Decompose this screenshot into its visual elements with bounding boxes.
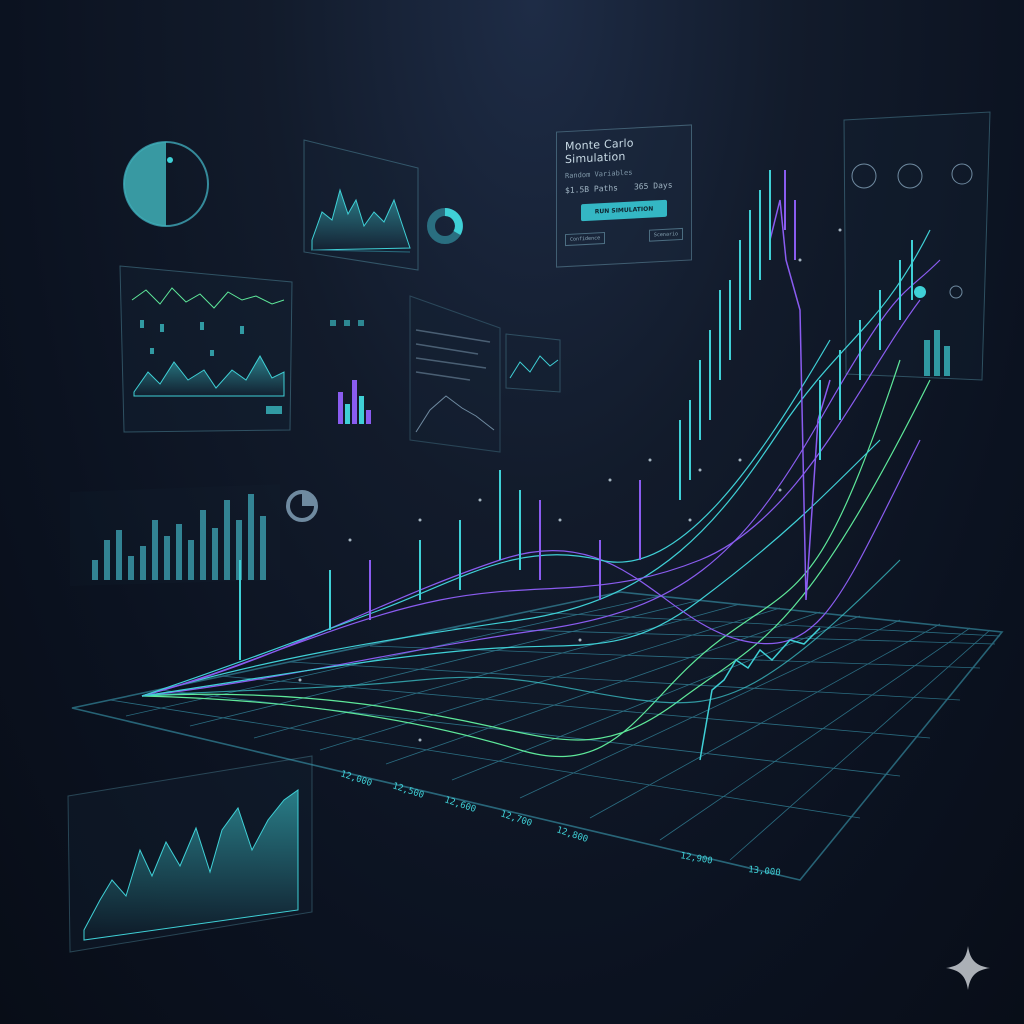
scatter-dots — [298, 228, 842, 742]
confidence-chip[interactable]: Confidence — [565, 231, 606, 247]
panel-bars-left — [70, 484, 318, 586]
gauge-top-left — [123, 141, 209, 227]
candlestick-cluster — [239, 170, 913, 660]
panel-area-chart-bottom — [67, 755, 313, 953]
grid-floor — [71, 591, 1004, 881]
simulation-panel: Monte Carlo Simulation Random Variables … — [556, 124, 692, 268]
panel-area-chart-top — [303, 139, 419, 271]
timeline-label: 12,600 — [443, 795, 477, 815]
panel-line-chart-left — [119, 265, 293, 433]
panel-histogram — [330, 320, 371, 424]
timeline-label: 13,000 — [748, 865, 781, 878]
simulation-params: $1.5B Paths 365 Days — [565, 180, 683, 195]
timeline-label: 12,900 — [679, 851, 713, 866]
panel-text-middle — [409, 295, 501, 453]
sparkle-icon — [946, 946, 990, 990]
timeline-label: 12,500 — [391, 781, 425, 801]
days-count: 365 Days — [633, 180, 673, 192]
simulation-title: Monte Carlo Simulation — [565, 136, 634, 167]
scenario-chip[interactable]: Scenario — [648, 227, 683, 242]
timeline-label: 12,000 — [339, 769, 373, 789]
panel-mini-chart — [505, 333, 561, 393]
paths-count: $1.5B Paths — [565, 183, 618, 196]
simulation-footer: Confidence Scenario — [565, 227, 683, 247]
panel-controls-right — [843, 111, 991, 381]
run-simulation-button[interactable]: RUN SIMULATION — [581, 199, 667, 222]
simulation-subtitle: Random Variables — [565, 168, 633, 181]
simulation-paths — [141, 199, 941, 761]
donut-chart — [427, 208, 463, 244]
